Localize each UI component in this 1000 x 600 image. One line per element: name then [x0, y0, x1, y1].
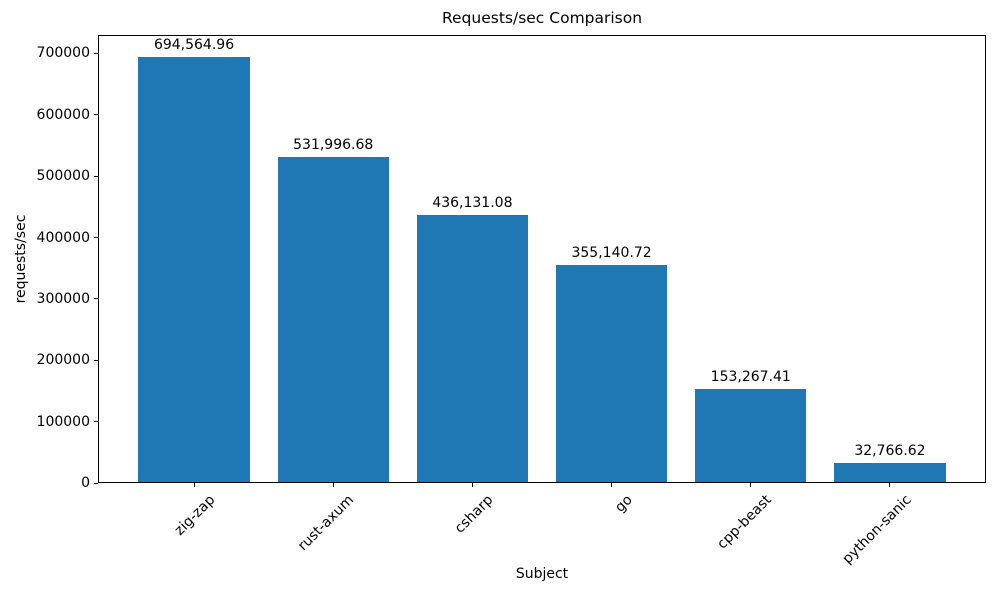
y-tick-label: 100000: [36, 413, 90, 430]
bar: [555, 265, 668, 483]
x-tick-mark: [889, 483, 891, 487]
x-tick-label: python-sanic: [839, 492, 915, 568]
y-tick-mark: [93, 298, 98, 300]
y-tick-label: 400000: [36, 229, 90, 246]
bar-value-label: 32,766.62: [854, 442, 926, 459]
bar-value-label: 436,131.08: [432, 195, 513, 212]
y-tick-label: 700000: [36, 45, 90, 62]
x-tick-mark: [611, 483, 613, 487]
chart-title: Requests/sec Comparison: [441, 9, 643, 27]
bar: [416, 215, 529, 483]
bar-value-label: 531,996.68: [293, 136, 374, 153]
y-tick-mark: [93, 52, 98, 54]
y-tick-mark: [93, 421, 98, 423]
bar: [834, 462, 946, 483]
y-tick-mark: [93, 359, 98, 361]
x-tick-label: go: [612, 492, 636, 516]
y-tick-label: 200000: [36, 352, 90, 369]
bar-value-label: 153,267.41: [710, 368, 791, 385]
x-tick-mark: [750, 483, 752, 487]
y-tick-mark: [93, 114, 98, 116]
bar: [138, 56, 250, 483]
y-axis-label: requests/sec: [13, 214, 29, 304]
x-tick-label: cpp-beast: [714, 492, 776, 553]
y-tick-label: 300000: [36, 290, 90, 307]
y-tick-label: 0: [81, 475, 90, 491]
x-tick-mark: [193, 483, 195, 487]
bar-value-label: 694,564.96: [153, 36, 235, 53]
bar-value-label: 355,140.72: [571, 245, 652, 262]
x-tick-label: csharp: [452, 492, 497, 537]
x-tick-mark: [332, 483, 334, 487]
bar: [695, 388, 807, 483]
bar: [277, 156, 389, 483]
x-tick-mark: [471, 483, 473, 487]
y-tick-label: 500000: [36, 168, 90, 185]
y-tick-mark: [93, 175, 98, 177]
x-tick-label: zig-zap: [171, 492, 219, 539]
x-axis-label: Subject: [515, 566, 569, 582]
y-tick-label: 600000: [36, 106, 90, 123]
y-tick-mark: [93, 482, 98, 484]
y-tick-mark: [93, 237, 98, 239]
plot-area: [98, 35, 986, 483]
x-tick-label: rust-axum: [295, 492, 358, 555]
